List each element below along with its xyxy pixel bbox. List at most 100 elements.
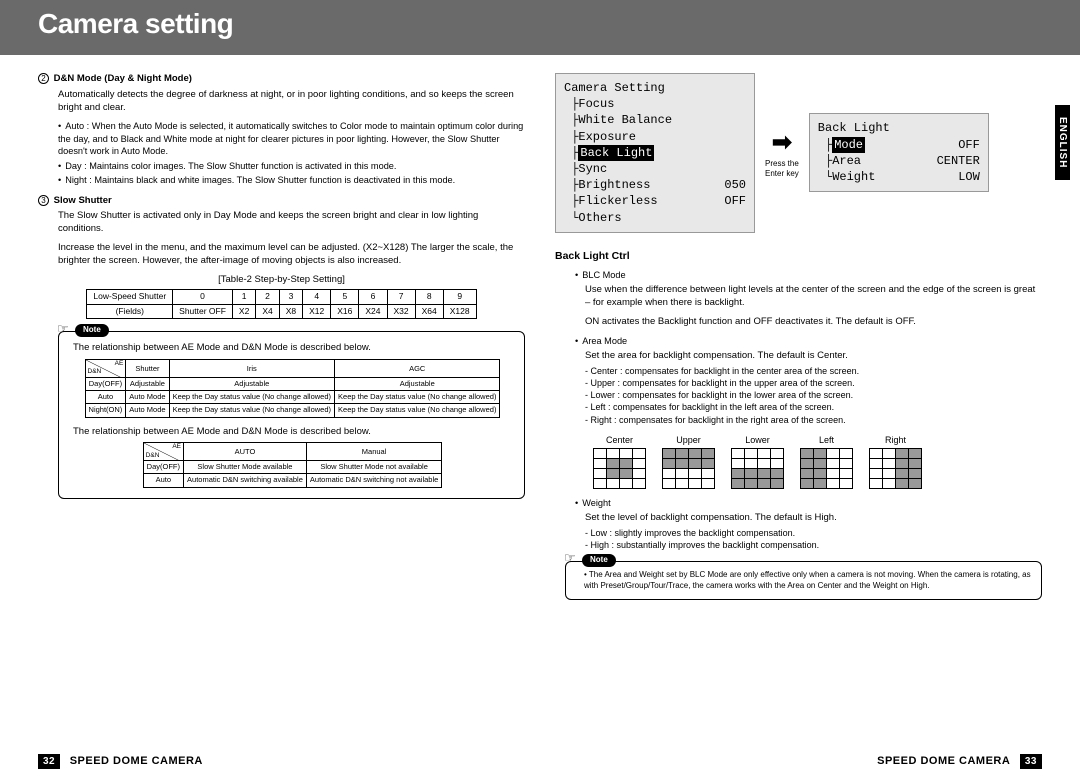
press-text: Press theEnter key <box>765 159 799 178</box>
blc-cell <box>909 478 922 488</box>
blc-grid-upper: Upper <box>662 434 715 489</box>
ae-cell: Keep the Day status value (No change all… <box>169 404 334 417</box>
blc-cell <box>676 468 689 478</box>
blc-cell <box>758 478 771 488</box>
blc-cell <box>840 478 853 488</box>
footer-right: SPEED DOME CAMERA 33 <box>877 755 1042 767</box>
blc-cell <box>607 448 620 458</box>
ae-table-2: AED&NAUTOManual Day(OFF)Slow Shutter Mod… <box>143 442 443 487</box>
blc-cell <box>633 448 646 458</box>
shutter-cell: X8 <box>279 304 302 318</box>
ae-cell: Automatic D&N switching available <box>184 474 307 487</box>
blc-cell <box>732 478 745 488</box>
blc-cell <box>896 478 909 488</box>
shutter-cell: 5 <box>331 290 359 304</box>
area-mode-title: •Area Mode <box>575 335 1042 347</box>
shutter-cell: 1 <box>232 290 255 304</box>
note-box-right: ☞ Note • The Area and Weight set by BLC … <box>565 561 1042 600</box>
ae-cell: Night(ON) <box>85 404 126 417</box>
shutter-cell: X4 <box>256 304 279 318</box>
blc-cell <box>607 478 620 488</box>
ae2-diag-top: AE <box>172 443 181 452</box>
blc-cell <box>771 458 784 468</box>
blc-cell <box>801 478 814 488</box>
blc-cell <box>814 478 827 488</box>
blc-cell <box>607 458 620 468</box>
weight-p: Set the level of backlight compensation.… <box>585 512 1042 525</box>
blc-cell <box>689 478 702 488</box>
blc-cell <box>771 448 784 458</box>
blc-cell <box>620 468 633 478</box>
sec3-para1: The Slow Shutter is activated only in Da… <box>58 210 525 236</box>
blc-cell <box>758 458 771 468</box>
blc-heading: Back Light Ctrl <box>555 249 1042 263</box>
blc-cell <box>689 458 702 468</box>
page-num-right: 33 <box>1020 754 1042 769</box>
sec2-auto: •Auto : When the Auto Mode is selected, … <box>58 120 525 157</box>
blc-cell <box>594 458 607 468</box>
shutter-cell: 7 <box>387 290 415 304</box>
blc-cell <box>771 468 784 478</box>
blc-cell <box>594 478 607 488</box>
shutter-cell: X24 <box>359 304 387 318</box>
sec2-para1: Automatically detects the degree of dark… <box>58 89 525 115</box>
footer-left: 32 SPEED DOME CAMERA <box>38 755 203 767</box>
shutter-cell: X12 <box>303 304 331 318</box>
page-title: Camera setting <box>38 8 1080 40</box>
sec2-day-text: Day : Maintains color images. The Slow S… <box>65 161 396 171</box>
ae-table-1: AED&NShutterIrisAGC Day(OFF)AdjustableAd… <box>85 359 501 417</box>
blc-cell <box>870 478 883 488</box>
language-tab: ENGLISH <box>1055 105 1070 180</box>
weight-item: - Low : slightly improves the backlight … <box>585 527 1042 539</box>
area-item: - Upper : compensates for backlight in t… <box>585 377 1042 389</box>
blc-grid-label: Lower <box>731 434 784 446</box>
blc-cell <box>745 458 758 468</box>
ae1-diag-top: AE <box>115 360 124 369</box>
table2-caption: [Table-2 Step-by-Step Setting] <box>38 274 525 287</box>
menu-item: └WeightLOW <box>818 169 980 185</box>
menu-row: Camera Setting ├Focus ├White Balance ├Ex… <box>555 73 1042 233</box>
area-item: - Lower : compensates for backlight in t… <box>585 389 1042 401</box>
blc-cell <box>702 468 715 478</box>
blc-cell <box>814 468 827 478</box>
camera-setting-menu: Camera Setting ├Focus ├White Balance ├Ex… <box>555 73 755 233</box>
ae-header: AGC <box>335 360 500 378</box>
blc-cell <box>745 448 758 458</box>
blc-cell <box>883 478 896 488</box>
menu2-title: Back Light <box>818 120 980 136</box>
section-2-title: D&N Mode (Day & Night Mode) <box>54 73 192 84</box>
blc-cell <box>909 458 922 468</box>
blc-mode-label: BLC Mode <box>582 270 625 280</box>
blc-cell <box>883 458 896 468</box>
shutter-cell: Shutter OFF <box>173 304 233 318</box>
note-p2: The relationship between AE Mode and D&N… <box>73 426 512 439</box>
blc-cell <box>620 448 633 458</box>
arrow-icon: ➡ <box>765 127 799 159</box>
page-num-left: 32 <box>38 754 60 769</box>
ae-header: Iris <box>169 360 334 378</box>
blc-grid-label: Upper <box>662 434 715 446</box>
back-light-menu: Back Light ├ModeOFF ├AreaCENTER └WeightL… <box>809 113 989 192</box>
blc-cell <box>801 468 814 478</box>
blc-grid-label: Right <box>869 434 922 446</box>
blc-cell <box>870 468 883 478</box>
shutter-cell: X16 <box>331 304 359 318</box>
menu-item: ├ModeOFF <box>818 137 980 153</box>
blc-cell <box>663 448 676 458</box>
content-area: 2 D&N Mode (Day & Night Mode) Automatica… <box>0 55 1080 600</box>
menu-item: ├Brightness050 <box>564 177 746 193</box>
blc-cell <box>663 468 676 478</box>
ae-cell: Auto <box>85 391 126 404</box>
ae-cell: Day(OFF) <box>85 378 126 391</box>
ae-cell: Day(OFF) <box>143 461 183 474</box>
blc-grids-row: CenterUpperLowerLeftRight <box>585 432 1042 491</box>
menu-item: ├Exposure <box>564 129 746 145</box>
note-tag-2: Note <box>582 554 616 566</box>
menu-item: ├White Balance <box>564 112 746 128</box>
blc-grid-lower: Lower <box>731 434 784 489</box>
blc-cell <box>663 478 676 488</box>
menu-item: ├Back Light <box>564 145 746 161</box>
menu-item: ├AreaCENTER <box>818 153 980 169</box>
blc-grid-center: Center <box>593 434 646 489</box>
blc-cell <box>676 478 689 488</box>
